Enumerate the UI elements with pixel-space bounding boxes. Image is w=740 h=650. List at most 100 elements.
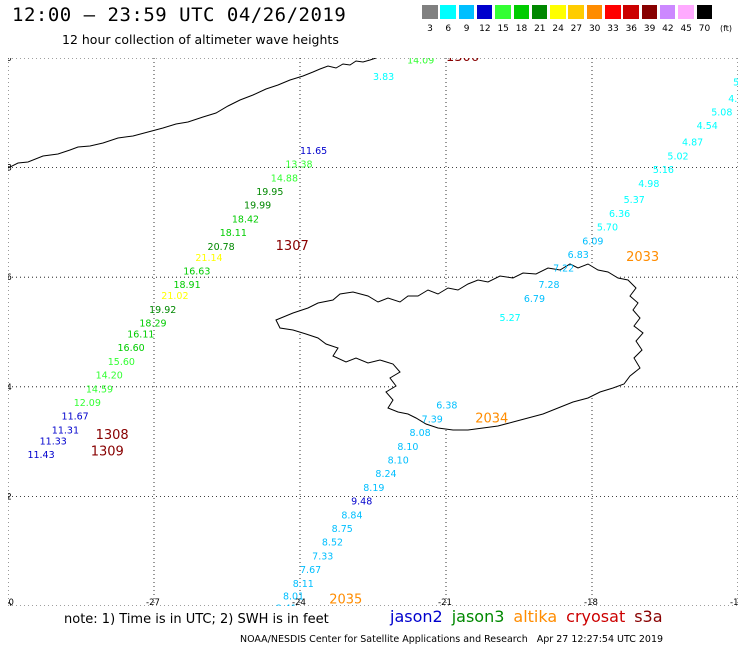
pass-time-label: 1308	[96, 428, 129, 443]
legend-item-jason3: jason3	[451, 607, 505, 626]
wave-height-value: 4.98	[638, 179, 659, 190]
altimeter-map: 14.09 3.83 1306 11.65 13.38 14.88 19.95 19.99 18…	[8, 58, 738, 606]
wave-height-value: 16.63	[183, 266, 210, 277]
wave-height-value: 8.10	[388, 456, 409, 467]
wave-height-value: 7.22	[553, 264, 574, 275]
lat-tick-label: 68	[8, 164, 12, 174]
scale-swatch	[513, 5, 530, 19]
wave-height-value: 12.09	[74, 398, 101, 409]
scale-label: 18	[515, 24, 528, 34]
wave-height-value: 5.	[733, 77, 738, 88]
scale-swatch	[696, 5, 713, 19]
legend-item-cryosat: cryosat	[566, 607, 626, 626]
scale-label: 30	[588, 24, 601, 34]
wave-height-value: 7.33	[312, 551, 333, 562]
wave-height-value: 8.75	[332, 524, 353, 535]
wave-height-value: 4.87	[682, 138, 703, 149]
wave-height-value: 5.27	[500, 313, 521, 324]
scale-label: 39	[643, 24, 656, 34]
iceland-island	[275, 263, 644, 431]
wave-height-value: 20.78	[208, 242, 235, 253]
wave-height-value: 4.54	[697, 121, 718, 132]
lon-tick-label: -24	[292, 598, 306, 606]
scale-swatch	[678, 5, 694, 19]
pass-time-label: 1307	[276, 239, 309, 254]
scale-label: 9	[463, 24, 470, 34]
scale-label: 15	[497, 24, 509, 34]
wave-height-value: 8.11	[293, 579, 314, 590]
scale-swatch	[641, 5, 658, 19]
scale-label: 36	[625, 24, 638, 34]
wave-height-value: 18.91	[173, 280, 200, 291]
wave-height-value: 8.41	[276, 603, 297, 606]
lon-tick-label: -18	[584, 598, 598, 606]
wave-height-value: 15.60	[108, 357, 135, 368]
scale-swatch	[605, 5, 621, 19]
scale-label: 24	[552, 24, 564, 34]
wave-height-value: 14.09	[407, 58, 434, 66]
pass-time-label: 2033	[626, 250, 659, 265]
scale-swatch	[568, 5, 584, 19]
wave-height-value: 8.52	[322, 538, 343, 549]
wave-height-value: 13.38	[285, 160, 312, 171]
wave-height-value: 6.09	[582, 236, 603, 247]
page-title: 12:00 — 23:59 UTC 04/26/2019	[12, 4, 347, 26]
scale-label: 27	[570, 24, 583, 34]
scale-swatch	[422, 5, 438, 19]
lat-tick-label: 60	[8, 602, 12, 606]
wave-height-value: 8.08	[410, 428, 431, 439]
wave-height-value: 4.97	[728, 94, 738, 105]
pass-time-label: 2034	[475, 411, 508, 426]
wave-height-value: 19.92	[149, 305, 176, 316]
scale-swatch	[440, 5, 456, 19]
legend-item-s3a: s3a	[634, 607, 663, 626]
wave-height-value: 6.79	[524, 294, 545, 305]
scale-swatch	[623, 5, 639, 19]
wave-height-value: 19.99	[244, 201, 271, 212]
scale-unit: (ft)	[720, 24, 733, 33]
wave-height-value: 6.83	[568, 250, 589, 261]
scale-label: 6	[445, 24, 452, 34]
scale-label: 70	[698, 24, 711, 34]
wave-height-value: 16.60	[118, 343, 145, 354]
wave-height-value: 7.28	[538, 280, 559, 291]
note-text: note: 1) Time is in UTC; 2) SWH is in fe…	[64, 612, 329, 627]
wave-height-value: 5.37	[624, 195, 645, 206]
lat-tick-label: 62	[8, 492, 12, 502]
wave-height-value: 14.20	[96, 371, 123, 382]
pass-time-label: 2035	[329, 592, 362, 606]
wave-height-value: 11.65	[300, 146, 327, 157]
scale-label: 33	[607, 24, 619, 34]
wave-height-value: 8.84	[341, 510, 362, 521]
wave-height-value: 3.83	[373, 72, 394, 83]
pass-time-label: 1309	[91, 444, 124, 459]
scale-swatch	[476, 5, 493, 19]
pass-time-label: 1306	[446, 58, 479, 65]
scale-swatch	[458, 5, 475, 19]
wave-height-value: 8.01	[283, 591, 304, 602]
wave-height-value: 11.43	[27, 450, 54, 461]
wave-height-value: 6.38	[436, 401, 457, 412]
scale-swatch	[586, 5, 603, 19]
wave-height-points: 14.09 3.83 1306 11.65 13.38 14.88 19.95 19.99 18…	[27, 58, 738, 606]
wave-height-value: 18.11	[220, 228, 247, 239]
wave-height-value: 8.19	[363, 483, 384, 494]
lon-tick-label: -15	[730, 598, 738, 606]
wave-height-value: 5.02	[667, 151, 688, 162]
legend-item-altika: altika	[513, 607, 558, 626]
scale-swatch	[495, 5, 511, 19]
wave-height-value: 9.48	[351, 497, 372, 508]
wave-height-value: 5.16	[653, 165, 674, 176]
scale-swatch	[550, 5, 566, 19]
satellite-legend: jason2 jason3 altika cryosat s3a	[390, 607, 672, 626]
wave-height-value: 11.31	[52, 425, 79, 436]
lon-tick-label: -21	[438, 598, 452, 606]
wave-height-value: 5.70	[597, 223, 618, 234]
wave-height-value: 18.42	[232, 214, 259, 225]
scale-label: 21	[534, 24, 546, 34]
wave-height-value: 8.10	[397, 442, 418, 453]
scale-label: 42	[662, 24, 674, 34]
scale-swatch	[659, 5, 676, 19]
lon-tick-label: -27	[146, 598, 160, 606]
lon-tick-label: -30	[8, 598, 14, 606]
